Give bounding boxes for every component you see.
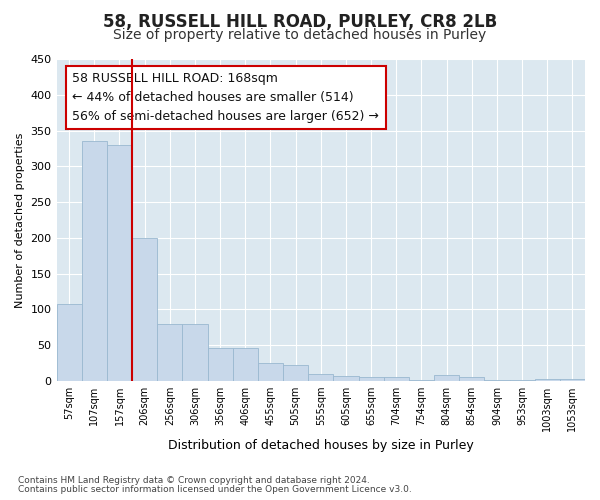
Bar	[82, 142, 107, 381]
Bar	[359, 376, 383, 381]
Bar	[484, 380, 509, 381]
Bar	[182, 324, 208, 381]
Y-axis label: Number of detached properties: Number of detached properties	[15, 132, 25, 308]
Bar	[560, 380, 585, 381]
Text: 58 RUSSELL HILL ROAD: 168sqm
← 44% of detached houses are smaller (514)
56% of s: 58 RUSSELL HILL ROAD: 168sqm ← 44% of de…	[73, 72, 379, 123]
Bar	[107, 145, 132, 381]
Bar	[157, 324, 182, 381]
Text: 58, RUSSELL HILL ROAD, PURLEY, CR8 2LB: 58, RUSSELL HILL ROAD, PURLEY, CR8 2LB	[103, 12, 497, 30]
Bar	[434, 375, 459, 381]
Text: Contains HM Land Registry data © Crown copyright and database right 2024.: Contains HM Land Registry data © Crown c…	[18, 476, 370, 485]
Bar	[509, 380, 535, 381]
Text: Contains public sector information licensed under the Open Government Licence v3: Contains public sector information licen…	[18, 485, 412, 494]
Bar	[258, 363, 283, 381]
Bar	[383, 376, 409, 381]
Text: Size of property relative to detached houses in Purley: Size of property relative to detached ho…	[113, 28, 487, 42]
Bar	[334, 376, 359, 381]
Bar	[233, 348, 258, 381]
Bar	[132, 238, 157, 381]
Bar	[409, 380, 434, 381]
Bar	[208, 348, 233, 381]
X-axis label: Distribution of detached houses by size in Purley: Distribution of detached houses by size …	[168, 440, 473, 452]
Bar	[56, 304, 82, 381]
Bar	[308, 374, 334, 381]
Bar	[283, 365, 308, 381]
Bar	[459, 378, 484, 381]
Bar	[535, 380, 560, 381]
